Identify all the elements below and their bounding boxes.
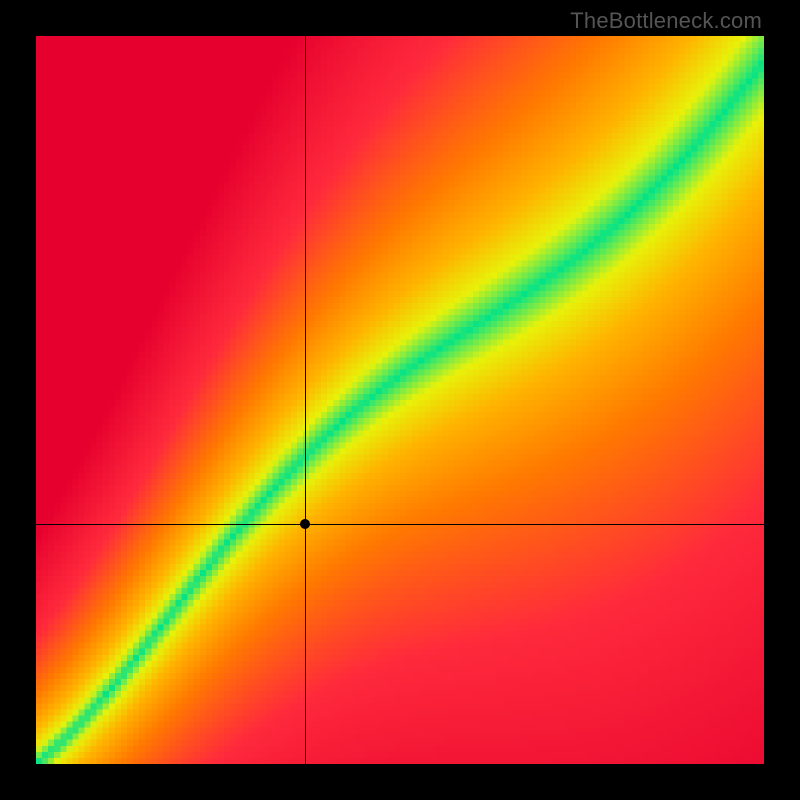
- watermark-text: TheBottleneck.com: [570, 8, 762, 34]
- plot-area: [36, 36, 764, 764]
- crosshair-vertical: [305, 36, 306, 764]
- crosshair-horizontal: [36, 524, 764, 525]
- bottleneck-heatmap: [36, 36, 764, 764]
